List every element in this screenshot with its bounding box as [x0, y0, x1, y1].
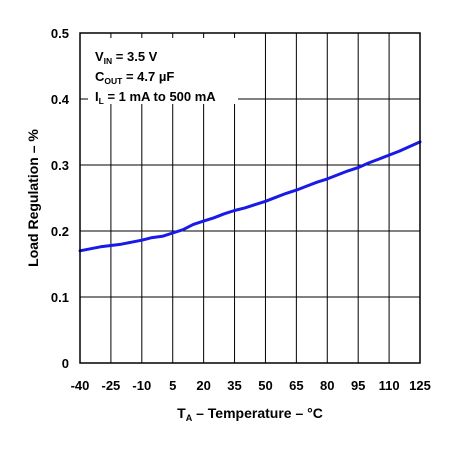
y-axis-label: Load Regulation – %	[25, 129, 41, 267]
annotation-line-1: COUT = 4.7 µF	[95, 69, 174, 86]
x-tick-label: -25	[102, 378, 121, 393]
x-tick-label: -10	[132, 378, 151, 393]
y-tick-labels: 0 0.1 0.2 0.3 0.4 0.5	[51, 26, 70, 371]
x-tick-label: 20	[196, 378, 210, 393]
series-line-0	[78, 140, 422, 253]
annotation-line-2: IL = 1 mA to 500 mA	[95, 89, 216, 106]
x-tick-label: 65	[289, 378, 303, 393]
x-tick-labels: -40 -25 -10 5 20 35 50 65 80 95 110 125	[71, 378, 431, 393]
y-tick-label: 0.5	[51, 26, 69, 41]
y-tick-label: 0.2	[51, 224, 69, 239]
x-tick-label: 110	[379, 378, 400, 393]
annotation-background	[88, 38, 238, 104]
x-axis-label: TA – Temperature – °C	[177, 405, 323, 423]
y-tick-label: 0	[62, 356, 69, 371]
y-tick-label: 0.3	[51, 158, 69, 173]
annotation-block: VIN = 3.5 V COUT = 4.7 µF IL = 1 mA to 500…	[95, 49, 216, 106]
x-tick-label: 125	[409, 378, 431, 393]
y-tick-label: 0.1	[51, 290, 69, 305]
y-tick-label: 0.4	[51, 92, 70, 107]
x-tick-label: 95	[351, 378, 365, 393]
x-tick-label: 80	[320, 378, 334, 393]
series-layer	[78, 140, 422, 253]
x-tick-label: -40	[71, 378, 90, 393]
annotation-line-0: VIN = 3.5 V	[95, 49, 158, 66]
x-tick-label: 50	[258, 378, 272, 393]
x-tick-label: 35	[227, 378, 241, 393]
x-tick-label: 5	[169, 378, 176, 393]
plot-frame	[79, 32, 421, 364]
